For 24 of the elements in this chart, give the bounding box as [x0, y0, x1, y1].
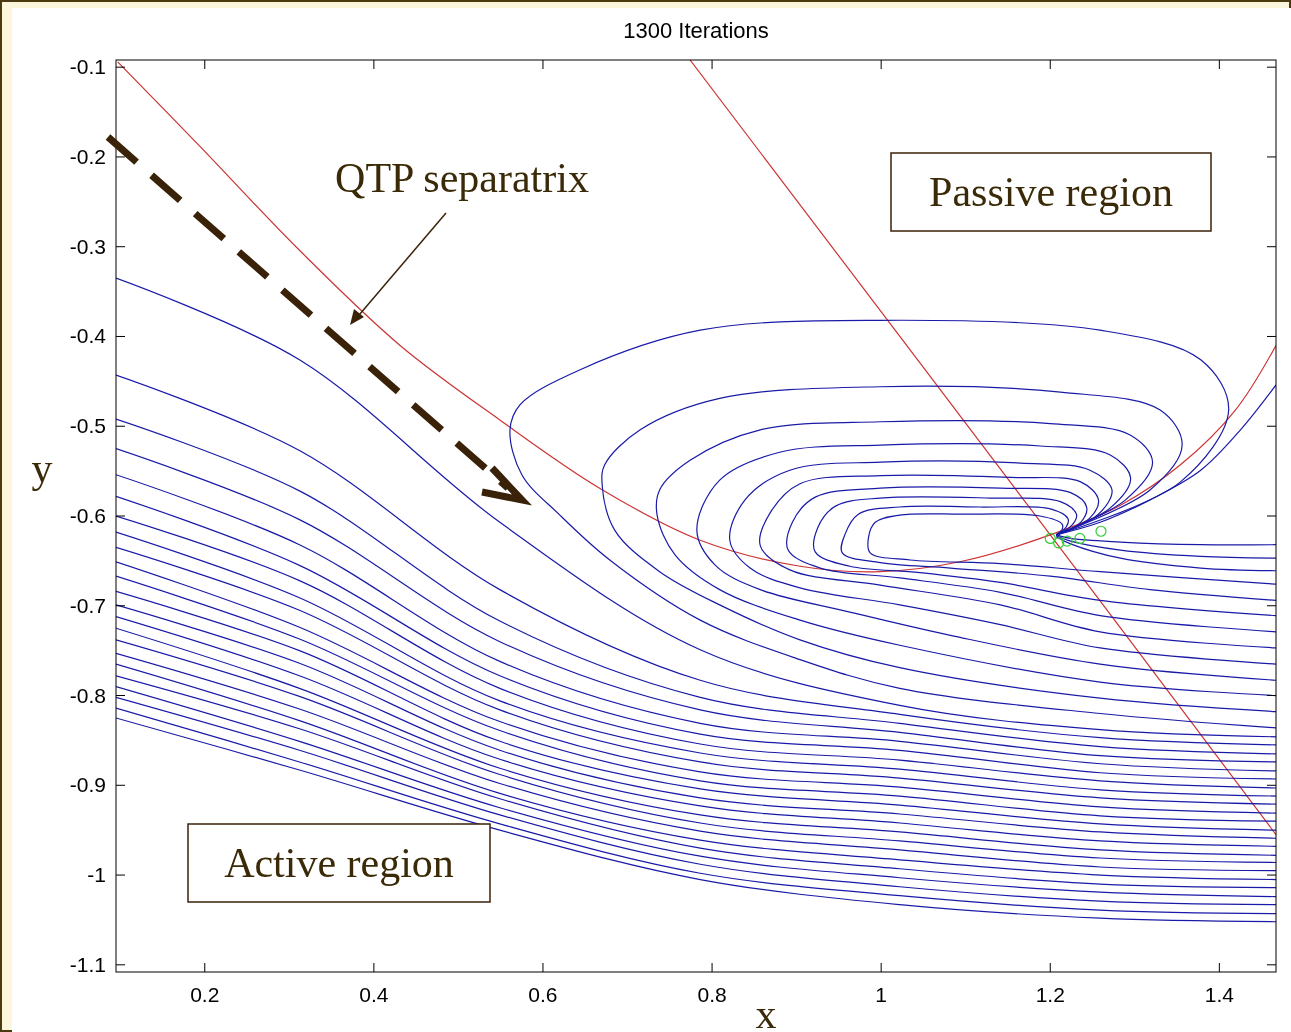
y-tick-label: -0.1 — [69, 55, 106, 79]
annotation: Passive region — [929, 169, 1173, 215]
chart-title: 1300 Iterations — [623, 18, 769, 43]
y-tick-label: -0.5 — [69, 414, 106, 438]
annotation: Active region — [224, 840, 454, 886]
y-tick-label: -0.8 — [69, 683, 106, 707]
x-axis-title: x — [755, 991, 777, 1032]
y-tick-label: -0.9 — [69, 773, 106, 797]
x-tick-label: 0.4 — [359, 983, 389, 1006]
x-tick-label: 1.2 — [1035, 983, 1065, 1006]
y-tick-label: -1 — [87, 863, 106, 887]
x-tick-label: 0.2 — [190, 983, 220, 1006]
y-tick-label: -0.6 — [69, 504, 106, 527]
x-tick-label: 0.6 — [528, 983, 558, 1006]
y-tick-label: -1.1 — [69, 952, 106, 976]
y-tick-label: -0.3 — [69, 234, 106, 258]
x-tick-label: 1 — [875, 983, 887, 1006]
x-tick-label: 1.4 — [1204, 983, 1235, 1006]
y-axis-title: y — [31, 445, 53, 491]
y-tick-label: -0.2 — [69, 144, 106, 168]
y-tick-label: -0.4 — [69, 324, 107, 348]
x-tick-label: 0.8 — [697, 983, 727, 1006]
annotation: QTP separatrix — [335, 155, 589, 201]
y-tick-label: -0.7 — [69, 593, 106, 617]
